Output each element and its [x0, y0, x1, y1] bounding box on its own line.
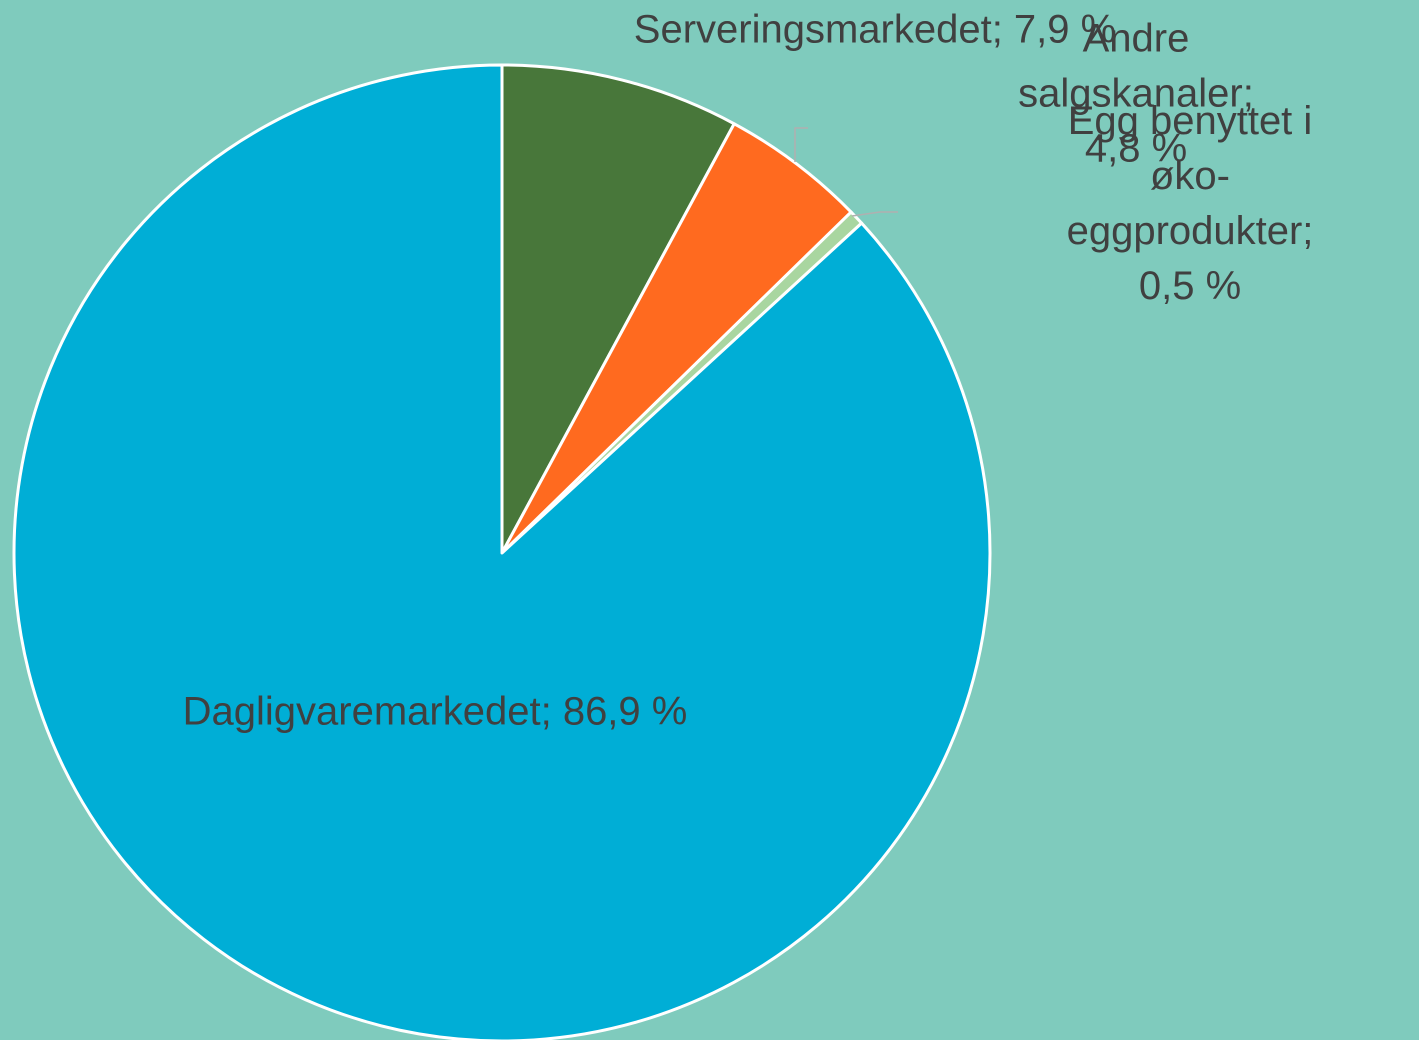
data-label: Andre salgskanaler; 4,8 % [1018, 16, 1254, 171]
leader-line [851, 211, 898, 217]
data-label: Serveringsmarkedet; 7,9 % [633, 7, 1117, 52]
data-label: Egg benyttet i øko- eggprodukter; 0,5 % [1066, 99, 1314, 308]
leader-line [794, 127, 808, 162]
pie-slice [500, 63, 736, 555]
pie-slice [12, 63, 992, 1040]
data-label: Dagligvaremarkedet; 86,9 % [182, 689, 688, 734]
